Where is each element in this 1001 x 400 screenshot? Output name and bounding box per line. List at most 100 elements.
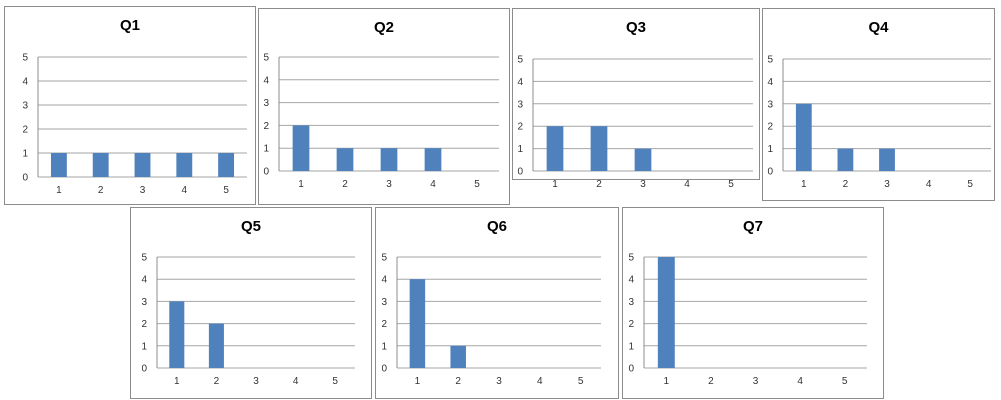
bar: [424, 148, 442, 171]
x-tick-label: 1: [174, 376, 180, 387]
y-tick-label: 0: [628, 364, 634, 375]
bar: [169, 301, 185, 368]
y-tick-label: 2: [628, 319, 634, 330]
chart-panel-q1: Q1 0 1 2 3 4 5 1 2 3 4 5: [4, 6, 256, 205]
y-tick-label: 4: [263, 75, 269, 86]
bar: [634, 148, 652, 171]
y-tick-label: 2: [263, 121, 269, 132]
x-tick-label: 3: [253, 376, 259, 387]
y-tick-label: 5: [381, 253, 387, 264]
y-tick-label: 3: [22, 101, 28, 112]
chart-panel-q6: Q6 0 1 2 3 4 5 1 2 3 4 5: [375, 207, 619, 399]
chart-title: Q7: [742, 218, 763, 235]
x-tick-label: 4: [684, 179, 690, 190]
bar: [50, 153, 67, 177]
chart-title: Q2: [373, 19, 394, 36]
x-tick-label: 1: [801, 179, 807, 190]
y-tick-label: 4: [381, 275, 387, 286]
y-tick-label: 2: [767, 122, 773, 133]
bar: [450, 345, 466, 368]
y-tick-label: 3: [381, 297, 387, 308]
chart-plot-q6: 0 1 2 3 4 5 1 2 3 4 5: [381, 253, 601, 387]
chart-plot-q2: 0 1 2 3 4 5 1 2 3 4 5: [263, 53, 499, 190]
y-tick-label: 0: [141, 364, 147, 375]
bar: [380, 148, 398, 171]
y-tick-label: 2: [517, 122, 523, 133]
x-tick-label: 4: [537, 376, 543, 387]
chart-title: Q5: [240, 218, 261, 235]
x-tick-label: 1: [415, 376, 421, 387]
x-tick-label: 2: [342, 179, 348, 190]
x-tick-label: 4: [293, 376, 299, 387]
y-tick-label: 3: [517, 99, 523, 110]
x-tick-label: 1: [56, 185, 62, 196]
x-tick-label: 5: [223, 185, 229, 196]
x-tick-label: 1: [664, 376, 670, 387]
chart-plot-q4: 0 1 2 3 4 5 1 2 3 4 5: [767, 55, 991, 190]
bar: [795, 103, 812, 171]
chart-panel-q3: Q3 0 1 2 3 4 5 1 2 3 4 5: [512, 8, 760, 190]
bar: [546, 126, 564, 171]
y-tick-label: 1: [767, 144, 773, 155]
y-tick-label: 1: [22, 149, 28, 160]
x-tick-label: 3: [884, 179, 890, 190]
x-tick-label: 5: [474, 179, 480, 190]
bar: [409, 279, 426, 368]
x-tick-label: 2: [596, 179, 602, 190]
y-tick-label: 3: [141, 297, 147, 308]
x-tick-label: 3: [753, 376, 759, 387]
y-tick-label: 5: [517, 55, 523, 66]
x-tick-label: 4: [926, 179, 932, 190]
bar: [292, 125, 310, 171]
y-tick-label: 1: [141, 341, 147, 352]
chart-plot-q5: 0 1 2 3 4 5 1 2 3 4 5: [141, 253, 355, 387]
x-tick-label: 2: [708, 376, 714, 387]
y-tick-label: 0: [517, 167, 523, 178]
x-tick-label: 5: [842, 376, 848, 387]
bar: [218, 153, 235, 177]
x-tick-label: 3: [386, 179, 392, 190]
y-tick-label: 1: [628, 341, 634, 352]
chart-plot-q1: 0 1 2 3 4 5 1 2 3 4 5: [22, 53, 247, 196]
chart-plot-q7: 0 1 2 3 4 5 1 2 3 4 5: [628, 253, 867, 387]
y-tick-label: 2: [22, 125, 28, 136]
x-tick-label: 4: [182, 185, 188, 196]
x-tick-label: 5: [578, 376, 584, 387]
bar: [208, 323, 224, 368]
bar: [590, 126, 608, 171]
y-tick-label: 5: [767, 55, 773, 66]
chart-title: Q6: [486, 218, 507, 235]
x-tick-label: 2: [843, 179, 849, 190]
x-tick-label: 3: [140, 185, 146, 196]
x-tick-label: 1: [552, 179, 558, 190]
chart-title: Q3: [625, 19, 646, 36]
y-tick-label: 5: [628, 253, 634, 264]
x-tick-label: 4: [430, 179, 436, 190]
x-tick-label: 5: [728, 179, 734, 190]
x-tick-label: 1: [298, 179, 304, 190]
y-tick-label: 0: [22, 173, 28, 184]
chart-title: Q4: [868, 19, 889, 36]
x-tick-label: 3: [640, 179, 646, 190]
bar: [837, 148, 854, 171]
y-tick-label: 3: [767, 99, 773, 110]
chart-panel-q7: Q7 0 1 2 3 4 5 1 2 3 4 5: [622, 207, 884, 399]
chart-plot-q3: 0 1 2 3 4 5 1 2 3 4 5: [517, 55, 753, 190]
y-tick-label: 1: [263, 144, 269, 155]
bar: [176, 153, 193, 177]
chart-panel-q2: Q2 0 1 2 3 4 5 1 2 3 4 5: [258, 8, 510, 205]
x-tick-label: 5: [332, 376, 338, 387]
chart-panel-q5: Q5 0 1 2 3 4 5 1 2 3 4 5: [130, 207, 372, 399]
bar: [92, 153, 109, 177]
y-tick-label: 5: [141, 253, 147, 264]
bar: [134, 153, 151, 177]
bar: [879, 148, 895, 171]
y-tick-label: 4: [767, 77, 773, 88]
x-tick-label: 2: [214, 376, 220, 387]
bar: [336, 148, 354, 171]
y-tick-label: 3: [628, 297, 634, 308]
x-tick-label: 3: [496, 376, 502, 387]
x-tick-label: 5: [967, 179, 973, 190]
chart-title: Q1: [119, 17, 140, 34]
